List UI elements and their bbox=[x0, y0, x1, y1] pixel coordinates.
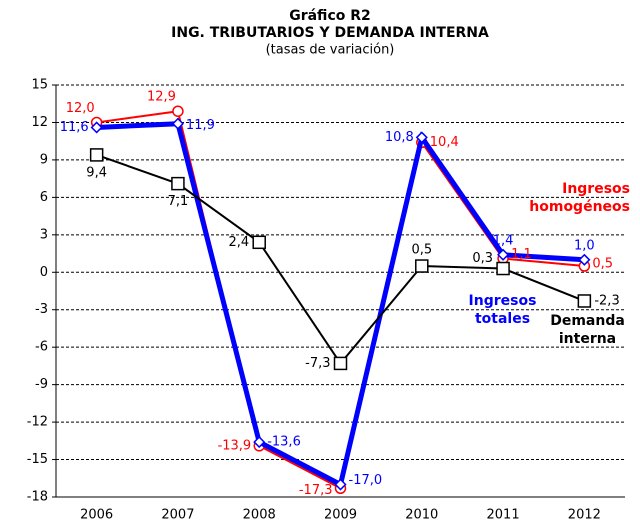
marker bbox=[252, 235, 266, 250]
data-label: 0,5 bbox=[592, 257, 613, 272]
data-label: 11,9 bbox=[186, 118, 215, 133]
data-label: -17,3 bbox=[299, 483, 333, 498]
data-label: 2,4 bbox=[229, 235, 250, 250]
data-label: 1,4 bbox=[493, 233, 514, 248]
data-label: -13,9 bbox=[218, 438, 252, 453]
data-label: 12,9 bbox=[147, 90, 176, 105]
data-label: 1,0 bbox=[574, 238, 595, 253]
data-label: -13,6 bbox=[267, 435, 301, 450]
marker bbox=[172, 105, 184, 117]
y-tick-label: 15 bbox=[31, 78, 48, 93]
y-tick-label: -3 bbox=[35, 302, 48, 317]
marker bbox=[171, 176, 185, 191]
data-label: 0,5 bbox=[411, 243, 432, 258]
marker bbox=[333, 356, 348, 371]
marker bbox=[578, 253, 591, 266]
data-label: 9,4 bbox=[86, 165, 107, 180]
legend-label: Demanda interna bbox=[550, 313, 625, 347]
marker bbox=[90, 121, 103, 134]
data-label: 10,4 bbox=[430, 135, 459, 150]
data-label: -7,3 bbox=[305, 356, 330, 371]
y-tick-label: 3 bbox=[40, 227, 48, 242]
legend-label: Ingresos totales bbox=[468, 293, 537, 327]
legend-label: Ingresos homogéneos bbox=[529, 181, 630, 215]
chart-subtitle: ING. TRIBUTARIOS Y DEMANDA INTERNA bbox=[171, 25, 489, 41]
data-label: 7,1 bbox=[168, 194, 189, 209]
chart-title: Gráfico R2 bbox=[289, 8, 371, 24]
chart-note: (tasas de variación) bbox=[266, 43, 395, 58]
marker bbox=[497, 248, 510, 261]
marker bbox=[415, 131, 428, 144]
x-tick-label: 2011 bbox=[487, 508, 520, 523]
marker bbox=[89, 148, 104, 162]
marker bbox=[171, 117, 184, 130]
marker bbox=[496, 261, 510, 276]
data-label: 12,0 bbox=[66, 101, 95, 116]
y-tick-label: -6 bbox=[35, 340, 48, 355]
x-tick-label: 2009 bbox=[324, 508, 357, 523]
y-tick-label: -18 bbox=[27, 490, 48, 505]
data-label: 0,3 bbox=[472, 251, 493, 266]
y-tick-label: 12 bbox=[31, 115, 48, 130]
marker bbox=[577, 294, 592, 308]
marker bbox=[415, 259, 429, 273]
y-tick-label: -15 bbox=[27, 452, 48, 467]
data-label: 11,6 bbox=[60, 120, 89, 135]
marker bbox=[253, 436, 266, 449]
data-label: 10,8 bbox=[385, 130, 414, 145]
data-label: -2,3 bbox=[594, 293, 619, 308]
x-tick-label: 2012 bbox=[568, 508, 601, 523]
marker bbox=[334, 478, 347, 491]
x-tick-label: 2008 bbox=[243, 508, 276, 523]
y-tick-label: -9 bbox=[35, 377, 48, 392]
data-label: -17,0 bbox=[349, 473, 383, 488]
y-tick-label: 6 bbox=[40, 190, 48, 205]
x-tick-label: 2010 bbox=[405, 508, 438, 523]
y-tick-label: 9 bbox=[40, 152, 48, 167]
y-tick-label: 0 bbox=[40, 265, 48, 280]
data-label: 1,1 bbox=[511, 247, 532, 262]
x-tick-label: 2007 bbox=[161, 508, 194, 523]
y-tick-label: -12 bbox=[27, 415, 48, 430]
x-tick-label: 2006 bbox=[80, 508, 113, 523]
